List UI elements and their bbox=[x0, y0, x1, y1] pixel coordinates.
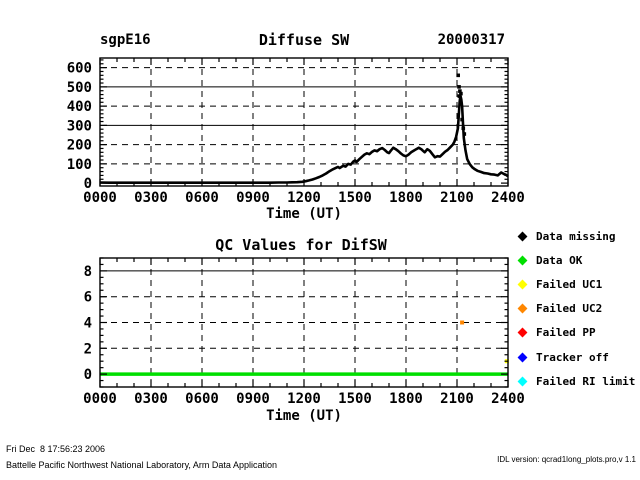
scatter-point bbox=[456, 73, 460, 78]
legend-marker-icon bbox=[517, 255, 528, 266]
x-tick-label: 2100 bbox=[440, 391, 474, 407]
x-tick-label: 1200 bbox=[287, 391, 321, 407]
y-tick-label: 400 bbox=[67, 99, 92, 115]
legend-marker-icon bbox=[517, 376, 528, 387]
x-tick-label: 1200 bbox=[287, 190, 321, 206]
scatter-point bbox=[462, 132, 467, 136]
x-tick-label: 1800 bbox=[389, 391, 423, 407]
legend-marker-icon bbox=[517, 231, 528, 242]
x-tick-label: 2100 bbox=[440, 190, 474, 206]
legend-item: Data missing bbox=[517, 224, 635, 248]
legend-item: Failed PP bbox=[517, 321, 635, 345]
y-tick-label: 600 bbox=[67, 61, 92, 77]
date-label: 20000317 bbox=[437, 32, 505, 48]
chart1-title: Diffuse SW bbox=[258, 31, 350, 49]
chart-0: 0 100 200 300 400 500 600 0000 0300 0600 0900 1200 1… bbox=[67, 57, 525, 206]
series-diffuse-sw bbox=[99, 94, 509, 184]
y-tick-label: 8 bbox=[84, 264, 92, 280]
x-tick-label: 1500 bbox=[338, 391, 372, 407]
qc-legend: Data missing Data OK Failed UC1 Failed UC2 F… bbox=[517, 224, 635, 393]
y-tick-label: 6 bbox=[84, 290, 92, 306]
chart-1: 0 2 4 6 8 0000 0300 0600 0900 1200 1500 1800 2100 240… bbox=[83, 257, 525, 407]
x-tick-label: 0000 bbox=[83, 190, 117, 206]
scatter-point bbox=[460, 117, 464, 122]
x-tick-label: 0600 bbox=[185, 391, 219, 407]
scatter-point bbox=[457, 94, 462, 98]
legend-item: Data OK bbox=[517, 248, 635, 272]
x-tick-label: 0900 bbox=[236, 190, 270, 206]
legend-marker-icon bbox=[517, 327, 528, 338]
footer-timestamp: Fri Dec 8 17:56:23 2006 bbox=[6, 444, 106, 454]
site-label: sgpE16 bbox=[100, 32, 151, 48]
y-tick-label: 0 bbox=[84, 367, 92, 383]
legend-marker-icon bbox=[517, 352, 528, 362]
chart2-title: QC Values for DifSW bbox=[215, 236, 387, 254]
y-tick-label: 500 bbox=[67, 80, 92, 96]
x-tick-label: 0000 bbox=[83, 391, 117, 407]
x-tick-label: 1800 bbox=[389, 190, 423, 206]
y-tick-label: 0 bbox=[84, 176, 92, 192]
y-tick-label: 100 bbox=[67, 157, 92, 173]
x-tick-label: 0600 bbox=[185, 190, 219, 206]
legend-label: Data OK bbox=[536, 253, 583, 267]
qc-point bbox=[460, 320, 465, 325]
x-tick-label: 0900 bbox=[236, 391, 270, 407]
legend-label: Failed UC1 bbox=[536, 277, 603, 291]
legend-label: Failed PP bbox=[536, 326, 596, 340]
x-tick-label: 2400 bbox=[491, 391, 525, 407]
legend-label: Failed UC2 bbox=[536, 302, 603, 316]
legend-item: Failed UC1 bbox=[517, 272, 635, 296]
legend-label: Failed RI limit bbox=[536, 374, 636, 388]
x-tick-label: 2400 bbox=[491, 190, 525, 206]
scatter-point bbox=[461, 126, 466, 131]
legend-marker-icon bbox=[517, 303, 528, 314]
legend-label: Tracker off bbox=[536, 350, 609, 364]
legend-item: Tracker off bbox=[517, 345, 635, 369]
y-tick-label: 2 bbox=[84, 341, 92, 357]
scatter-point bbox=[457, 85, 461, 89]
footer-version-info: IDL version: qcrad1long_plots.pro,v 1.1 … bbox=[446, 440, 636, 480]
y-tick-label: 4 bbox=[84, 316, 92, 332]
plot-box bbox=[99, 57, 509, 187]
legend-item: Failed RI limit bbox=[517, 369, 635, 393]
x-tick-label: 0300 bbox=[134, 391, 168, 407]
footer-organization: Battelle Pacific Northwest National Labo… bbox=[6, 460, 277, 470]
chart2-xaxis-title: Time (UT) bbox=[266, 408, 342, 424]
x-tick-label: 1500 bbox=[338, 190, 372, 206]
legend-label: Data missing bbox=[536, 229, 616, 243]
legend-marker-icon bbox=[517, 279, 528, 290]
footer-idl-version: IDL version: qcrad1long_plots.pro,v 1.1 bbox=[497, 455, 636, 464]
y-tick-label: 300 bbox=[67, 118, 92, 134]
y-tick-label: 200 bbox=[67, 138, 92, 154]
chart1-xaxis-title: Time (UT) bbox=[266, 206, 342, 222]
scatter-point bbox=[459, 91, 463, 96]
legend-item: Failed UC2 bbox=[517, 297, 635, 321]
x-tick-label: 0300 bbox=[134, 190, 168, 206]
scatter-point bbox=[458, 89, 462, 93]
